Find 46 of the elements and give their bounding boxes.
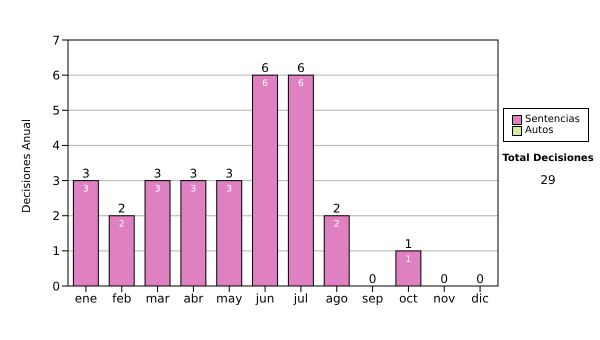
total-label: 1: [404, 236, 412, 251]
y-tick-label: 5: [52, 104, 60, 118]
data-label: 3: [226, 184, 232, 195]
total-label: 0: [440, 272, 448, 286]
total-label: 6: [297, 61, 305, 76]
total-label: 3: [82, 166, 90, 181]
total-label: 0: [476, 272, 484, 286]
y-tick-label: 4: [52, 138, 60, 153]
x-tick-label: nov: [433, 292, 456, 306]
x-tick-label: dic: [471, 292, 489, 306]
data-label: 1: [406, 254, 412, 265]
data-label: 3: [83, 184, 89, 195]
y-axis-title: Decisiones Anual: [20, 118, 33, 213]
text: 29: [539, 173, 557, 187]
total-label: 3: [190, 166, 198, 181]
y-tick-label: 3: [52, 174, 60, 188]
x-tick-label: oct: [399, 292, 418, 306]
y-tick-label: 6: [52, 68, 60, 82]
data-label: 2: [118, 220, 125, 230]
x-tick-label: ago: [326, 292, 348, 306]
data-label: 6: [262, 79, 268, 90]
total-label: 3: [154, 166, 162, 181]
total-label: 0: [368, 272, 376, 286]
x-tick-label: may: [216, 292, 242, 306]
total-label: 2: [332, 202, 341, 216]
x-tick-label: feb: [112, 292, 132, 306]
x-tick-label: mar: [146, 292, 170, 306]
total-label: 2: [118, 202, 126, 216]
total-label: 6: [261, 61, 269, 76]
data-label: 6: [298, 79, 304, 90]
x-tick-label: abr: [183, 292, 204, 306]
x-tick-label: sep: [362, 292, 384, 306]
y-tick-label: 7: [52, 33, 60, 48]
y-tick-label: 2: [52, 208, 60, 223]
total-label: 3: [225, 166, 234, 181]
x-tick-label: jul: [292, 292, 308, 306]
data-label: 3: [154, 184, 160, 195]
x-tick-label: ene: [74, 292, 98, 306]
x-tick-label: jun: [254, 292, 274, 306]
text: Total Decisiones: [501, 153, 595, 164]
data-label: 2: [334, 220, 340, 230]
data-label: 3: [190, 184, 196, 195]
legend-label: Autos: [525, 125, 554, 136]
y-tick-label: 0: [52, 279, 60, 294]
y-tick-label: 1: [52, 244, 60, 258]
legend-label: Sentencias: [525, 114, 580, 125]
